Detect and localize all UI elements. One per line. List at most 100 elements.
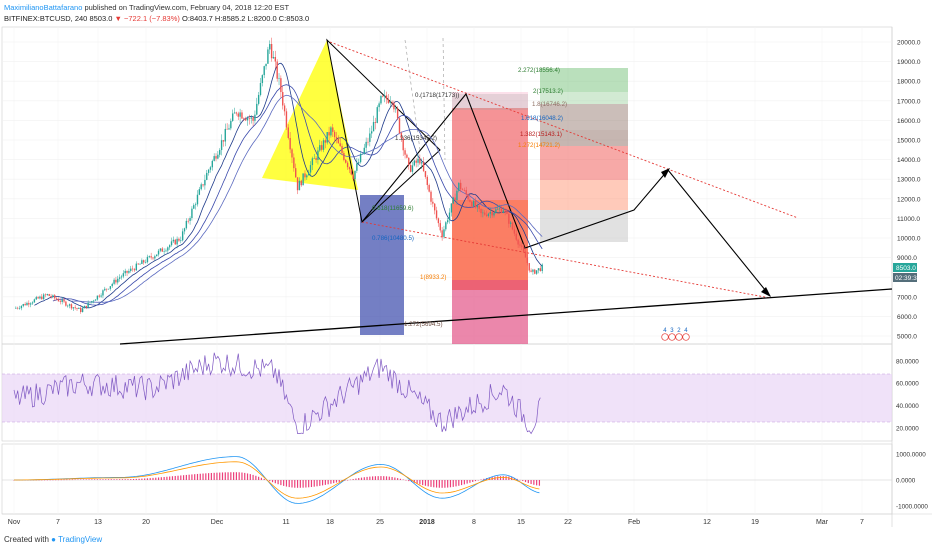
- created-with-text: Created with: [4, 535, 49, 544]
- price-tick: 14000.0: [897, 157, 921, 164]
- candle-body: [395, 108, 397, 110]
- candle-body: [187, 220, 189, 222]
- rsi-scale: 80.0000 60.0000 40.0000 20.0000: [896, 358, 919, 432]
- macd-hist-bar: [505, 476, 507, 480]
- candle-body: [346, 162, 349, 168]
- macd-hist-bar: [296, 480, 299, 488]
- macd-hist-bar: [335, 480, 338, 483]
- macd-hist-bar: [502, 476, 504, 480]
- macd-hist-bar: [60, 479, 62, 481]
- candle-body: [272, 57, 275, 59]
- moving-average-line: [71, 94, 543, 303]
- fib-labels: 2.272(18556.4) 2(17513.2) 1.8(16746.2) 1.61…: [372, 67, 567, 328]
- candle-body: [367, 141, 369, 143]
- price-scale[interactable]: 20000.0 19000.0 18000.0 17000.0 16000.0 15000…: [897, 40, 921, 341]
- candle-body: [252, 117, 254, 121]
- macd-hist-bar: [171, 476, 174, 480]
- candle-body: [206, 172, 208, 180]
- candle-body: [280, 78, 282, 93]
- macd-hist-bar: [46, 479, 48, 481]
- fib-level-label: 2(17513.2): [533, 88, 563, 95]
- macd-hist-bar: [388, 476, 390, 480]
- time-tick: 15: [517, 519, 525, 526]
- candle-body: [17, 307, 19, 309]
- candle-body: [50, 295, 52, 298]
- candle-body: [359, 153, 362, 163]
- macd-hist-bar: [449, 480, 452, 488]
- time-scale[interactable]: Nov 7 13 20 Dec 11 18 25 2018 8 15 22 Feb 12 19 Mar 7: [8, 519, 864, 526]
- candle-body: [398, 118, 401, 134]
- macd-hist-bar: [477, 480, 479, 481]
- macd-hist-bar: [280, 480, 282, 486]
- macd-hist-bar: [238, 472, 240, 480]
- macd-hist-bar: [516, 478, 518, 480]
- macd-hist-bar: [188, 474, 190, 480]
- candle-body: [511, 222, 514, 230]
- macd-hist-bar: [488, 477, 490, 480]
- candle-body: [534, 269, 536, 274]
- macd-hist-bar: [233, 472, 235, 480]
- candle-body: [446, 220, 449, 223]
- macd-hist-bar: [208, 473, 210, 480]
- candle-body: [100, 295, 102, 297]
- candle-body: [161, 248, 163, 252]
- macd-hist-bar: [252, 474, 254, 480]
- candle-body: [165, 250, 167, 252]
- candle-body: [376, 107, 378, 123]
- candle-body: [332, 127, 334, 132]
- macd-hist-bar: [441, 480, 443, 488]
- candle-body: [422, 162, 425, 172]
- candle-body: [358, 162, 360, 164]
- macd-hist-bar: [319, 480, 321, 486]
- macd-hist-bar: [141, 478, 143, 480]
- macd-hist-bar: [169, 476, 171, 480]
- candle-body: [296, 177, 299, 191]
- author-link[interactable]: MaximilianoBattafarano: [4, 3, 83, 12]
- candle-body: [44, 294, 47, 296]
- candle-body: [181, 231, 184, 241]
- candle-body: [265, 63, 267, 67]
- candle-body: [408, 157, 410, 166]
- candle-body: [196, 194, 199, 205]
- candle-body: [497, 208, 499, 210]
- candle-body: [241, 112, 243, 119]
- macd-hist-bar: [38, 479, 40, 481]
- candle-body: [244, 118, 247, 121]
- candle-body: [113, 279, 115, 284]
- candle-body: [183, 228, 186, 232]
- candle-body: [131, 268, 134, 270]
- signal-line: [14, 461, 540, 499]
- tradingview-brand: TradingView: [58, 535, 103, 544]
- macd-hist-bar: [413, 480, 415, 483]
- candle-body: [437, 218, 440, 224]
- macd-hist-bar: [324, 480, 326, 485]
- candle-body: [480, 208, 482, 214]
- candle-body: [215, 156, 217, 159]
- fib-level-label: 2.272(18556.4): [518, 67, 560, 74]
- macd-hist-bar: [230, 472, 232, 480]
- macd-hist-bar: [302, 480, 304, 488]
- macd-hist-bar: [180, 475, 182, 480]
- candle-body: [263, 66, 265, 76]
- macd-hist-bar: [285, 480, 288, 487]
- candle-body: [428, 185, 430, 192]
- candle-body: [207, 169, 210, 173]
- rsi-line: [13, 352, 541, 435]
- macd-hist-bar: [405, 480, 407, 481]
- macd-hist-bar: [191, 474, 193, 480]
- candle-body: [485, 214, 488, 217]
- macd-hist-bar: [499, 476, 502, 480]
- candle-body: [68, 304, 71, 306]
- candle-body: [328, 132, 330, 136]
- macd-hist-bar: [144, 478, 146, 480]
- tradingview-logo[interactable]: ● TradingView: [51, 535, 103, 544]
- time-tick: 13: [94, 519, 102, 526]
- macd-hist-bar: [427, 480, 429, 487]
- macd-hist-bar: [369, 476, 371, 480]
- candle-body: [478, 205, 480, 209]
- candle-body: [76, 308, 78, 309]
- macd-hist-bar: [94, 479, 96, 480]
- macd-hist-bar: [333, 480, 335, 484]
- candle-body: [128, 270, 130, 273]
